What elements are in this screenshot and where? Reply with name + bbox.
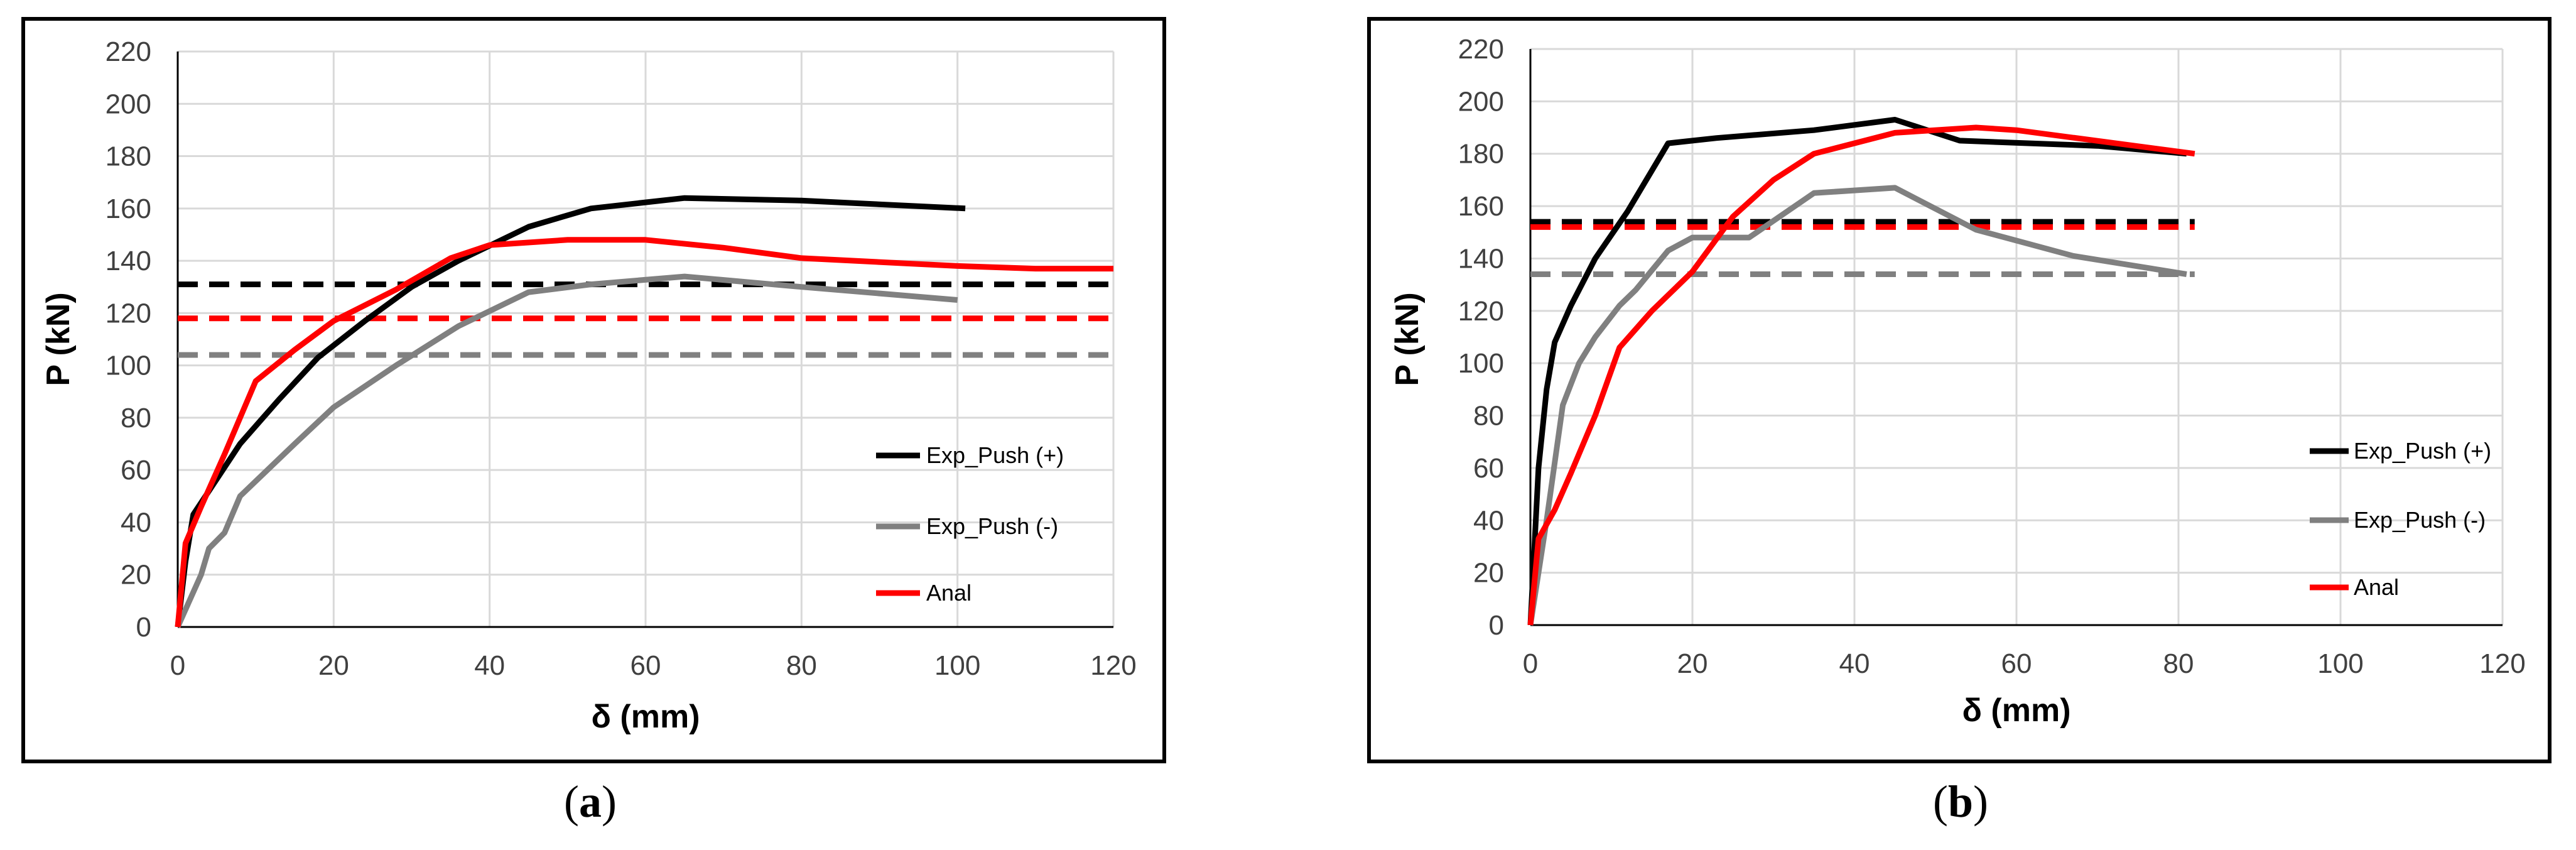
panel-b-x-tick-label: 60: [2001, 648, 2032, 679]
panel-a-x-tick-label: 0: [170, 650, 185, 681]
panel-a-x-tick-label: 100: [934, 650, 980, 681]
panel-b-legend-label-exp-push: Exp_Push (-): [2354, 507, 2486, 533]
panel-b-y-tick-label: 140: [1458, 243, 1504, 274]
panel-a-frame: [21, 17, 1166, 763]
panel-b-caption: (b): [1933, 776, 1988, 827]
panel-b-y-tick-label: 220: [1458, 34, 1504, 65]
panel-b-series-exp-push: [1527, 117, 2187, 626]
panel-a-y-tick-label: 120: [106, 298, 151, 329]
panel-b-legend-label-exp-push: Exp_Push (+): [2354, 438, 2491, 464]
panel-a-y-tick-label: 0: [136, 612, 151, 643]
panel-b-series-exp-push: [1527, 185, 2187, 626]
panel-a-x-tick-label: 40: [474, 650, 505, 681]
panel-a-chart: 0 20 40 60 80 100 120 140 160 180 200 220 0 20 40 60 80 1…: [21, 17, 1166, 763]
panel-b-x-tick-label: 40: [1839, 648, 1870, 679]
caption-a-label: a: [579, 776, 602, 827]
panel-a-caption: (a): [564, 776, 617, 827]
panel-a-legend-label-exp-push: Exp_Push (-): [926, 513, 1058, 539]
panel-a-y-tick-label: 220: [106, 36, 151, 67]
panel-a-y-axis-label: P (kN): [40, 292, 77, 386]
panel-b-y-tick-label: 20: [1473, 558, 1504, 589]
panel-b-y-tick-label: 40: [1473, 505, 1504, 536]
panel-a-y-tick-label: 40: [121, 507, 151, 538]
panel-b-x-tick-label: 80: [2163, 648, 2194, 679]
panel-b-x-tick-label: 0: [1523, 648, 1538, 679]
panel-a-y-tick-label: 20: [121, 560, 151, 591]
panel-a-legend-label-exp-push: Exp_Push (+): [926, 442, 1064, 468]
panel-a-legend-label-anal: Anal: [926, 580, 971, 606]
panel-a-x-tick-label: 80: [786, 650, 817, 681]
panel-b-chart: 0 20 40 60 80 100 120 140 160 180 200 220 0 20 40 60 80 1…: [1367, 17, 2552, 763]
caption-b-label: b: [1948, 776, 1973, 827]
panel-b-y-tick-label: 100: [1458, 348, 1504, 379]
caption-b-close: ): [1973, 776, 1988, 827]
panel-a-y-tick-label: 180: [106, 141, 151, 172]
panel-b-y-tick-label: 120: [1458, 296, 1504, 327]
panel-a-series-exp-push: [175, 273, 958, 628]
panel-a-y-tick-label: 200: [106, 89, 151, 119]
panel-a-x-tick-label: 20: [318, 650, 349, 681]
panel-b-x-axis-label: δ (mm): [1962, 692, 2070, 729]
panel-b-y-axis-label: P (kN): [1389, 292, 1426, 386]
panel-b-series-anal: [1527, 124, 2195, 626]
panel-a-series-anal: [175, 237, 1113, 628]
caption-a-close: ): [602, 776, 617, 827]
panel-b-x-tick-label: 100: [2317, 648, 2363, 679]
panel-b-x-tick-label: 20: [1677, 648, 1708, 679]
panel-a-y-tick-label: 140: [106, 246, 151, 276]
panel-b-y-tick-label: 160: [1458, 191, 1504, 222]
panel-b-frame: [1367, 17, 2552, 763]
panel-a-x-tick-label: 60: [630, 650, 661, 681]
panel-b-y-tick-label: 60: [1473, 453, 1504, 484]
panel-b-y-tick-label: 180: [1458, 139, 1504, 170]
panel-a-y-tick-label: 60: [121, 455, 151, 486]
panel-b-legend-label-anal: Anal: [2354, 574, 2399, 600]
panel-b-y-tick-label: 0: [1489, 610, 1504, 641]
panel-a-y-tick-label: 100: [106, 351, 151, 381]
panel-a-y-tick-label: 80: [121, 403, 151, 433]
panel-a-x-tick-label: 120: [1090, 650, 1136, 681]
panel-b-y-tick-label: 200: [1458, 86, 1504, 117]
panel-a-x-axis-label: δ (mm): [591, 699, 700, 735]
panel-b-y-tick-label: 80: [1473, 401, 1504, 432]
panel-b-x-tick-label: 120: [2479, 648, 2525, 679]
caption-a-open: (: [564, 776, 579, 827]
caption-b-open: (: [1933, 776, 1948, 827]
panel-a-y-tick-label: 160: [106, 193, 151, 224]
